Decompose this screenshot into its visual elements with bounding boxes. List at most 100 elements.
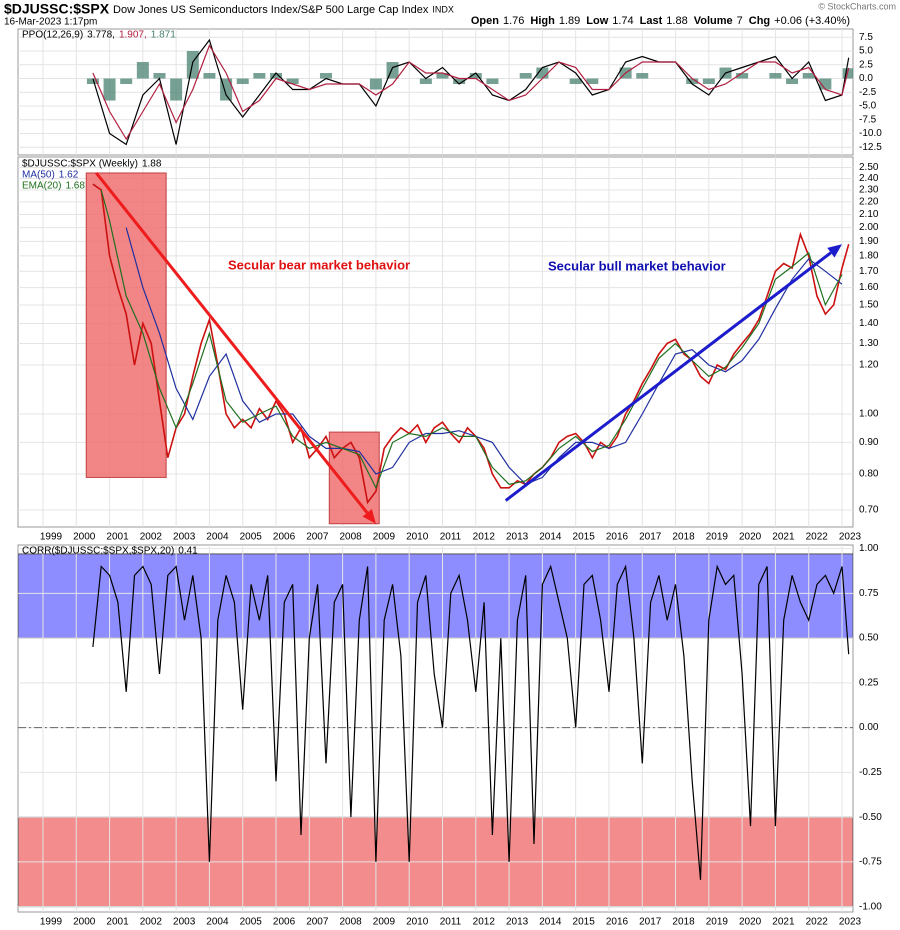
shaded-region <box>85 172 167 478</box>
x-tick-label: 2008 <box>339 917 362 928</box>
histogram-bar <box>569 78 582 85</box>
quote-label: Volume <box>694 15 733 27</box>
x-tick-label: 2012 <box>473 532 496 543</box>
x-tick-label: 2008 <box>339 532 362 543</box>
x-tick-label: 1999 <box>40 917 63 928</box>
y-tick-label: 0.70 <box>859 505 879 516</box>
panel-title: PPO(12,26,9) <box>22 30 83 41</box>
x-tick-label: 2007 <box>306 532 329 543</box>
x-tick-label: 2004 <box>206 532 229 543</box>
x-tick-label: 2023 <box>839 917 862 928</box>
quote: Open 1.76 High 1.89 Low 1.74 Last 1.88 Volume 7 Ch… <box>471 15 850 27</box>
quote-label: High <box>530 15 555 27</box>
histogram-bar <box>636 73 649 79</box>
x-tick-label: 2017 <box>639 917 662 928</box>
annotation: Secular bear market behavior <box>228 257 410 272</box>
histogram-bar <box>236 78 249 85</box>
histogram-bar <box>536 67 549 79</box>
y-tick-label: -2.5 <box>859 87 877 98</box>
histogram-bar <box>86 78 99 85</box>
quote-label: Low <box>586 15 608 27</box>
y-tick-label: 2.5 <box>859 59 873 70</box>
quote-value: +0.06 (+3.40%) <box>774 15 850 27</box>
y-tick-label: 7.5 <box>859 32 873 43</box>
y-tick-label: -0.50 <box>859 812 882 823</box>
y-tick-label: 2.10 <box>859 209 879 220</box>
histogram-bar <box>519 73 532 79</box>
histogram-bar <box>802 73 815 79</box>
histogram-bar <box>686 78 699 85</box>
y-tick-label: 1.70 <box>859 266 879 277</box>
x-tick-label: 2018 <box>672 917 695 928</box>
quote-label: Open <box>471 15 499 27</box>
series-line <box>100 189 843 490</box>
x-tick-label: 2007 <box>306 917 329 928</box>
legend-value: 1.88 <box>142 159 162 170</box>
series-line <box>125 227 843 486</box>
y-tick-label: -0.75 <box>859 857 882 868</box>
x-tick-label: 2015 <box>573 917 596 928</box>
timestamp: 16-Mar-2023 1:17pm <box>4 17 97 28</box>
x-tick-label: 2021 <box>772 917 795 928</box>
quote-value: 1.89 <box>559 15 580 27</box>
band <box>18 553 853 639</box>
y-tick-label: 1.50 <box>859 300 879 311</box>
histogram-bar <box>170 78 183 101</box>
histogram-bar <box>453 78 466 85</box>
x-tick-label: 2000 <box>73 917 96 928</box>
histogram-bar <box>586 78 599 85</box>
y-tick-label: 2.50 <box>859 162 879 173</box>
x-tick-label: 2015 <box>573 532 596 543</box>
histogram-bar <box>319 73 332 79</box>
y-tick-label: -12.5 <box>859 142 882 153</box>
legend-value: 1.907, <box>119 30 147 41</box>
legend-name: MA(50) <box>22 170 55 181</box>
x-tick-label: 2019 <box>706 917 729 928</box>
x-tick-label: 2003 <box>173 532 196 543</box>
histogram-bar <box>469 73 482 79</box>
x-tick-label: 2002 <box>140 532 163 543</box>
y-tick-label: -0.25 <box>859 767 882 778</box>
x-tick-label: 2018 <box>672 532 695 543</box>
histogram-bar <box>736 73 749 79</box>
x-tick-label: 2011 <box>440 532 462 543</box>
legend-value: 0.41 <box>178 546 198 557</box>
x-tick-label: 2009 <box>373 917 396 928</box>
y-tick-label: 0.80 <box>859 469 879 480</box>
quote-value: 1.74 <box>612 15 633 27</box>
histogram-bar <box>486 78 499 85</box>
x-tick-label: 2005 <box>240 532 263 543</box>
histogram-bar <box>436 73 449 79</box>
histogram-bar <box>419 78 432 85</box>
x-tick-label: 2001 <box>106 532 129 543</box>
histogram-bar <box>702 78 715 85</box>
y-tick-label: 1.40 <box>859 318 879 329</box>
y-tick-label: 1.80 <box>859 251 879 262</box>
series-line <box>92 564 850 880</box>
y-tick-label: 1.90 <box>859 236 879 247</box>
y-tick-label: -10.0 <box>859 128 882 139</box>
x-tick-label: 2013 <box>506 532 529 543</box>
x-tick-label: 2023 <box>839 532 862 543</box>
quote-label: Last <box>640 15 663 27</box>
y-tick-label: 2.40 <box>859 173 879 184</box>
x-tick-label: 2002 <box>140 917 163 928</box>
symbol: $DJUSSC:$SPX <box>4 1 110 17</box>
arrow <box>95 172 369 514</box>
x-tick-label: 2005 <box>240 917 263 928</box>
y-tick-label: 1.30 <box>859 338 879 349</box>
x-tick-label: 2001 <box>106 917 129 928</box>
x-tick-label: 2016 <box>606 917 629 928</box>
y-tick-label: 0.90 <box>859 437 879 448</box>
legend-value: 1.68 <box>65 181 85 192</box>
legend-value: 3.778, <box>87 30 115 41</box>
y-tick-label: 1.00 <box>859 409 879 420</box>
plot-area <box>18 29 853 155</box>
histogram-bar <box>270 73 283 79</box>
y-tick-label: 5.0 <box>859 46 873 57</box>
x-tick-label: 2011 <box>440 917 462 928</box>
x-tick-label: 2019 <box>706 532 729 543</box>
histogram-bar <box>819 78 832 90</box>
y-tick-label: -5.0 <box>859 101 877 112</box>
